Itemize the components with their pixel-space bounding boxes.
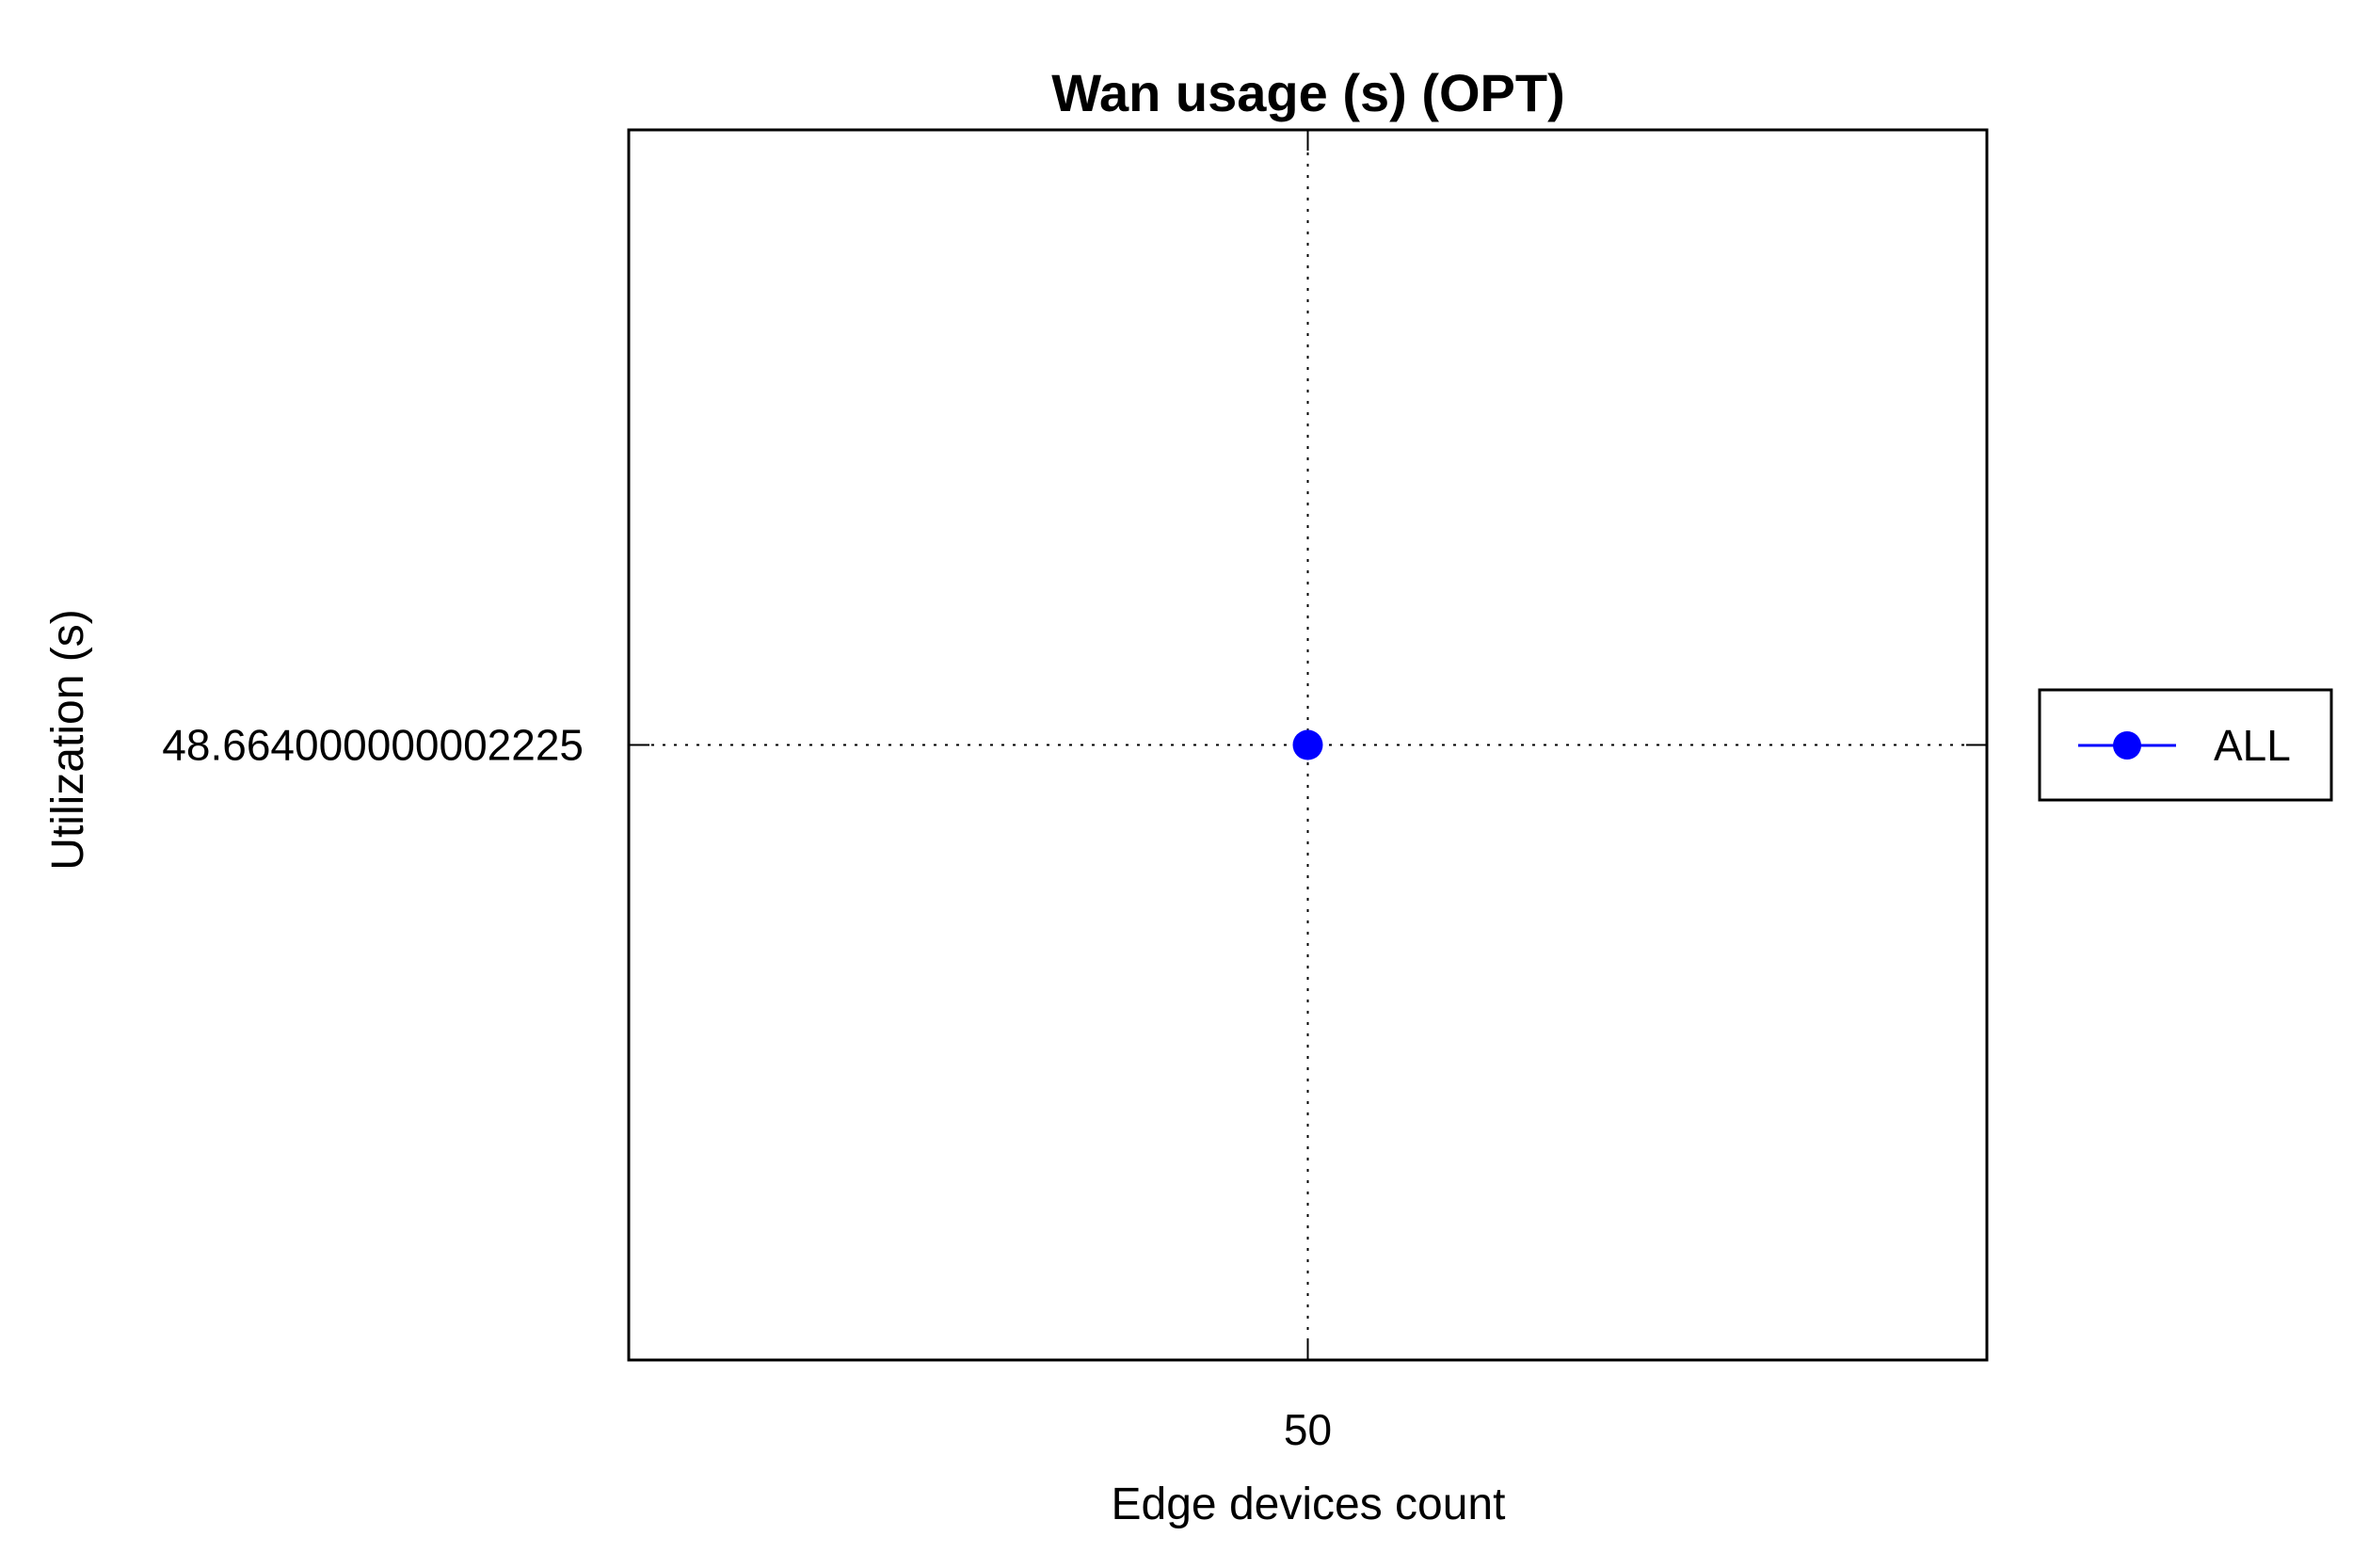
data-point-0-0 — [1292, 729, 1323, 760]
ticks — [629, 130, 1987, 1360]
chart-title: Wan usage (s) (OPT) — [1051, 63, 1565, 122]
series-all — [1292, 729, 1323, 760]
legend: ALL — [2038, 688, 2333, 802]
y-axis-label: Utilization (s) — [43, 609, 93, 870]
x-tick-label: 50 — [1284, 1405, 1332, 1454]
legend-label-all: ALL — [2214, 721, 2291, 770]
x-axis-label: Edge devices count — [1112, 1480, 1506, 1529]
y-tick-label: 48.664000000002225 — [162, 721, 584, 770]
legend-marker — [2113, 731, 2141, 760]
